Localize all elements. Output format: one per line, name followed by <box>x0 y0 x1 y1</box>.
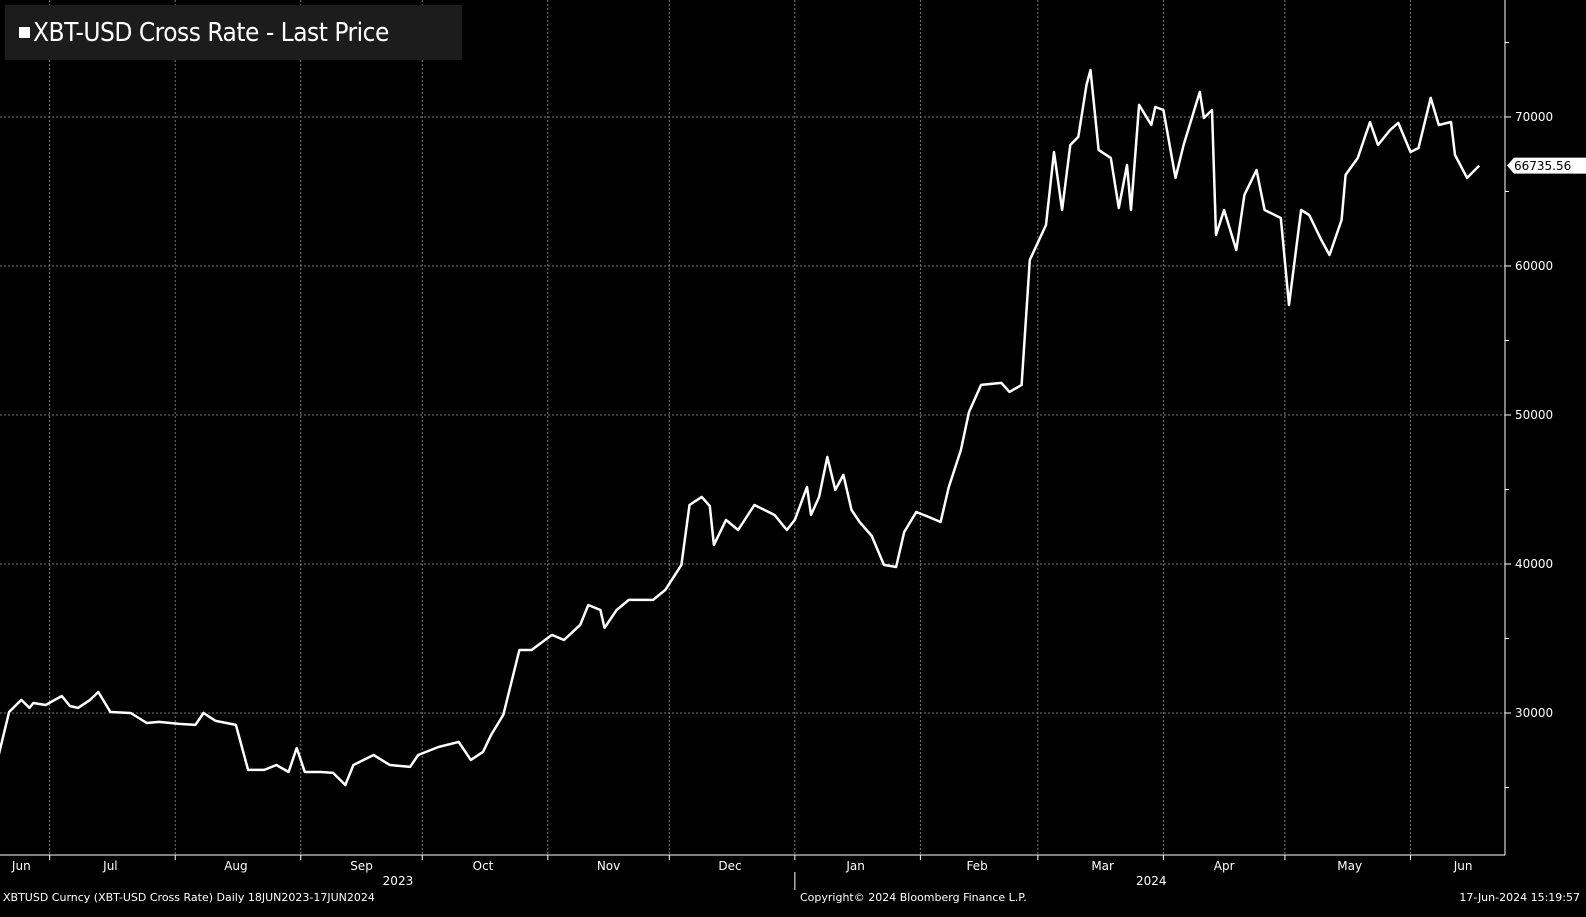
footer-copyright: Copyright© 2024 Bloomberg Finance L.P. <box>800 891 1027 904</box>
x-tick-label: Mar <box>1091 859 1114 873</box>
year-label: 2024 <box>1136 874 1167 888</box>
legend-swatch <box>19 27 30 38</box>
y-tick-label: 50000 <box>1515 408 1553 422</box>
x-tick-label: May <box>1337 859 1362 873</box>
y-tick-label: 60000 <box>1515 259 1553 273</box>
x-tick-label: Dec <box>718 859 741 873</box>
x-tick-label: Aug <box>224 859 247 873</box>
x-tick-label: Nov <box>597 859 620 873</box>
x-tick-label: Jan <box>845 859 865 873</box>
x-tick-label: Jun <box>11 859 31 873</box>
y-tick-label: 40000 <box>1515 557 1553 571</box>
footer-timestamp: 17-Jun-2024 15:19:57 <box>1459 891 1580 904</box>
x-tick-label: Feb <box>966 859 987 873</box>
price-line <box>0 68 1481 787</box>
footer-security-info: XBTUSD Curncy (XBT-USD Cross Rate) Daily… <box>3 891 375 904</box>
chart-title: XBT-USD Cross Rate - Last Price <box>33 17 389 48</box>
chart-legend: XBT-USD Cross Rate - Last Price <box>5 5 462 60</box>
y-tick-label: 70000 <box>1515 110 1553 124</box>
x-tick-label: Sep <box>350 859 373 873</box>
x-tick-label: Oct <box>473 859 494 873</box>
last-price-tag <box>1507 157 1586 174</box>
y-tick-label: 30000 <box>1515 706 1553 720</box>
x-tick-label: Jul <box>102 859 117 873</box>
last-price-label: 66735.56 <box>1514 159 1571 173</box>
year-label: 2023 <box>383 874 414 888</box>
x-tick-label: Apr <box>1214 859 1235 873</box>
x-tick-label: Jun <box>1453 859 1473 873</box>
